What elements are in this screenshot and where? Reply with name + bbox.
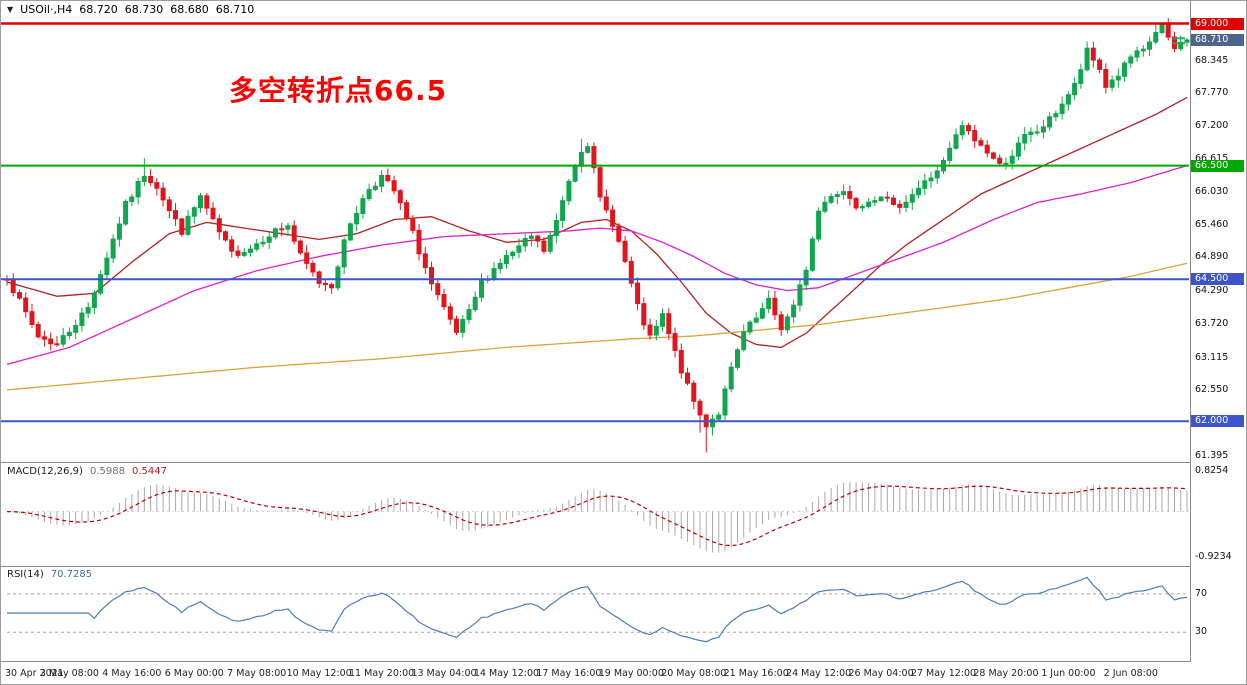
price-axis-label: 66.615 [1195, 153, 1229, 165]
quote-close: 68.710 [215, 3, 255, 16]
price-level-tag: 64.500 [1191, 273, 1244, 286]
time-axis-label: 17 May 16:00 [536, 668, 602, 679]
time-axis-label: 1 Jun 00:00 [1041, 668, 1096, 679]
price-axis-label: 67.200 [1195, 119, 1229, 131]
price-level-tag: 66.500 [1191, 159, 1244, 172]
collapse-arrow-icon[interactable]: ▼ [7, 5, 14, 14]
time-axis-label: 28 May 20:00 [973, 668, 1039, 679]
time-axis-label: 2 Jun 08:00 [1103, 668, 1158, 679]
price-axis-label: 63.720 [1195, 317, 1229, 329]
rsi-axis-label: 70 [1195, 587, 1208, 599]
rsi-indicator-label: RSI(14) 70.7285 [7, 569, 92, 580]
time-axis-label: 24 May 12:00 [786, 668, 852, 679]
price-axis-label: 64.890 [1195, 251, 1229, 263]
rsi-axis-label: 30 [1195, 626, 1208, 638]
quote-bar: ▼ USOil·,H4 68.720 68.730 68.680 68.710 [7, 3, 254, 16]
time-axis-label: 26 May 04:00 [848, 668, 914, 679]
price-axis: 68.345 67.770 67.200 66.615 66.030 65.460 64.8… [1191, 1, 1246, 662]
price-level-tag: 62.000 [1191, 415, 1244, 428]
time-axis-label: 13 May 04:00 [411, 668, 477, 679]
ma-red-line [6, 96, 1188, 349]
price-axis-label: 66.030 [1195, 186, 1229, 198]
macd-signal-line [6, 485, 1188, 547]
ma-orange-line [6, 262, 1188, 391]
rsi-name: RSI(14) [7, 569, 44, 580]
quote-high: 68.730 [124, 3, 164, 16]
time-axis: 30 Apr 2021 3 May 08:00 4 May 16:00 6 May 0… [1, 663, 1246, 684]
price-axis-label: 65.460 [1195, 218, 1229, 230]
price-axis-label: 67.770 [1195, 87, 1229, 99]
current-price-tag: 68.710 [1191, 33, 1244, 46]
quote-open: 68.720 [79, 3, 118, 16]
ma-magenta-line [6, 164, 1188, 366]
macd-histogram [6, 481, 1188, 553]
time-axis-label: 30 Apr 2021 [5, 668, 64, 679]
time-axis-label: 19 May 00:00 [598, 668, 664, 679]
time-axis-label: 10 May 12:00 [286, 668, 352, 679]
time-axis-label: 3 May 08:00 [39, 668, 99, 679]
macd-axis-max: 0.8254 [1195, 465, 1229, 477]
macd-signal-value: 0.5447 [131, 466, 167, 477]
chart-annotation-text[interactable]: 多空转折点66.5 [229, 74, 448, 107]
time-axis-label: 4 May 16:00 [102, 668, 162, 679]
time-axis-label: 21 May 16:00 [723, 668, 789, 679]
macd-indicator-label: MACD(12,26,9) 0.5988 0.5447 [7, 466, 167, 477]
price-axis-label: 61.395 [1195, 449, 1229, 461]
macd-main-value: 0.5988 [89, 466, 125, 477]
price-axis-label: 68.345 [1195, 54, 1229, 66]
time-axis-label: 7 May 08:00 [227, 668, 287, 679]
macd-axis-min: -0.9234 [1195, 550, 1232, 562]
price-axis-label: 64.290 [1195, 285, 1229, 297]
price-axis-label: 62.550 [1195, 383, 1229, 395]
quote-low: 68.680 [170, 3, 209, 16]
rsi-value: 70.7285 [50, 569, 93, 580]
symbol-period-label: USOil·,H4 [20, 3, 73, 16]
price-axis-label: 63.115 [1195, 351, 1229, 363]
time-axis-label: 27 May 12:00 [910, 668, 977, 679]
time-axis-label: 20 May 08:00 [661, 668, 727, 679]
price-level-tag: 69.000 [1191, 17, 1244, 30]
rsi-line [7, 576, 1188, 643]
time-axis-label: 11 May 20:00 [349, 668, 415, 679]
macd-name: MACD(12,26,9) [7, 466, 83, 477]
time-axis-label: 6 May 00:00 [164, 668, 224, 679]
time-axis-label: 14 May 12:00 [473, 668, 540, 679]
candles-layer [4, 18, 1190, 453]
